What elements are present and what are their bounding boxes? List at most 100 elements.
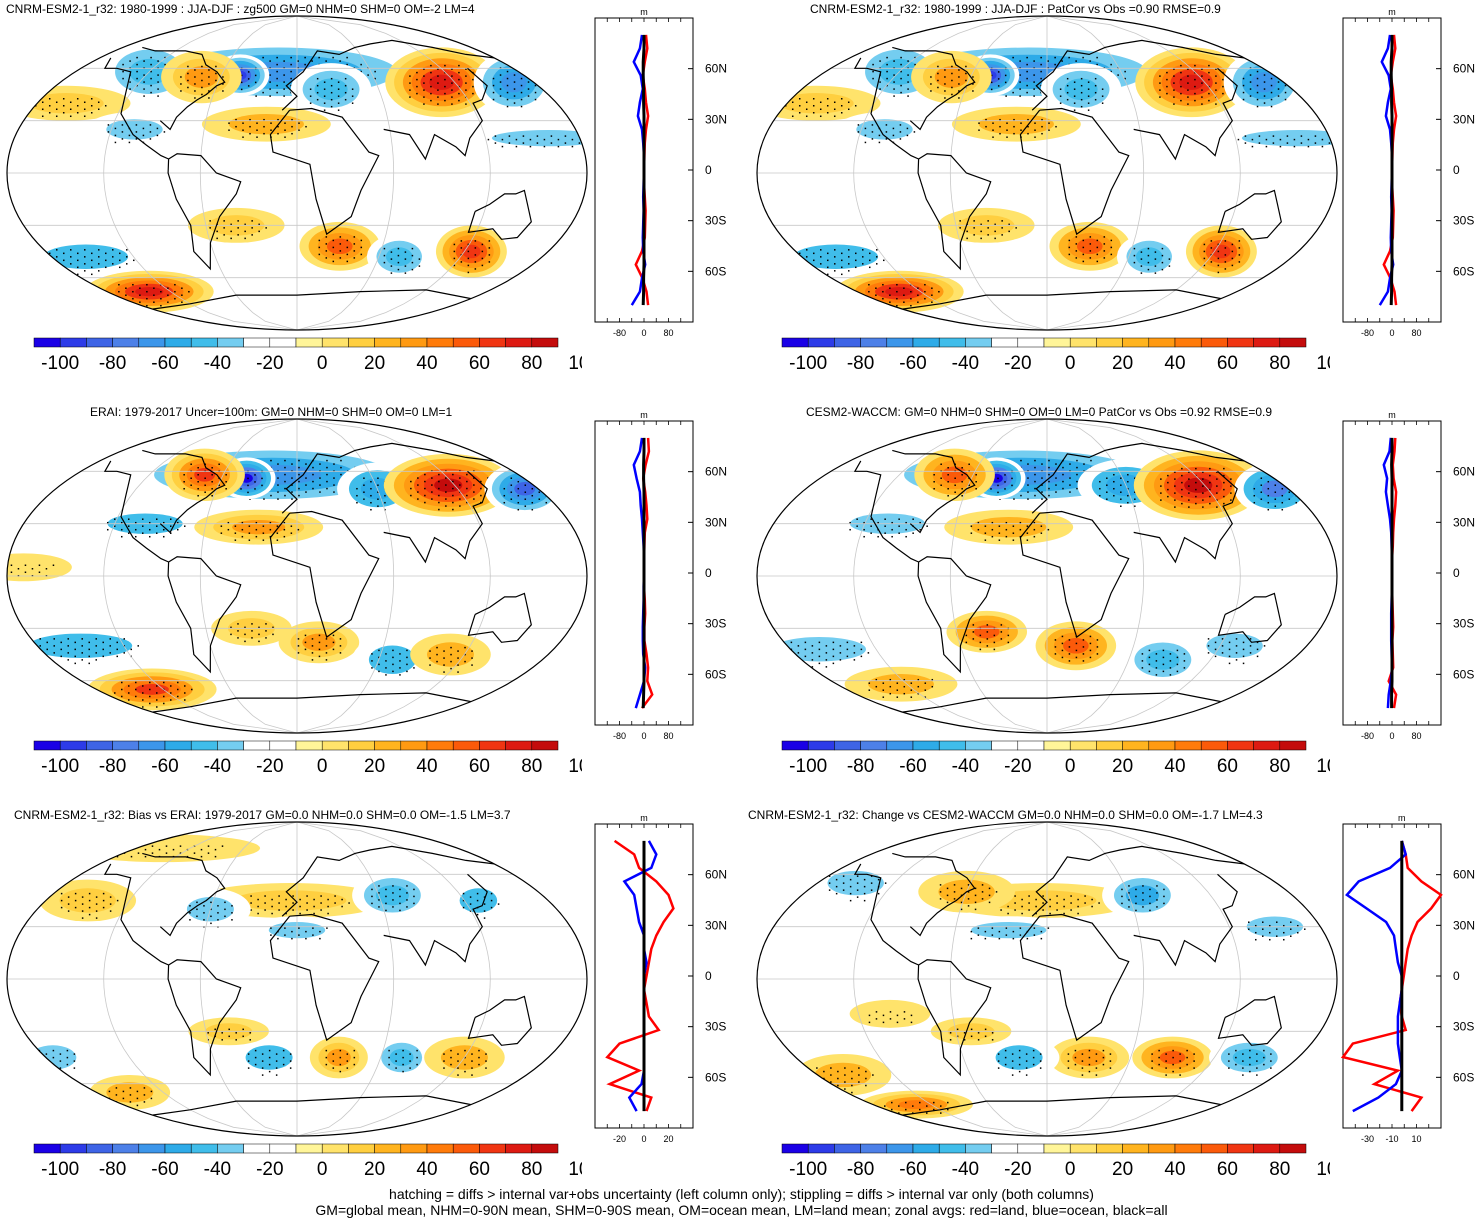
x-tick-label: 0: [641, 328, 646, 338]
panel-bottom-right: CNRM-ESM2-1_r32: Change vs CESM2-WACCM G…: [748, 806, 1483, 1206]
unit-label: m: [640, 813, 648, 823]
colorbar-swatch: [1254, 1144, 1280, 1153]
colorbar-swatch: [60, 338, 86, 347]
robinson-map: [752, 819, 1342, 1139]
colorbar-swatch: [165, 1144, 191, 1153]
colorbar-swatch: [939, 1144, 965, 1153]
colorbar-label: -20: [256, 353, 283, 372]
colorbar-swatch: [965, 741, 991, 750]
colorbar-swatch: [834, 338, 860, 347]
land-mean-line: [607, 841, 673, 1111]
colorbar-swatch: [939, 741, 965, 750]
colorbar-swatch: [139, 338, 165, 347]
lat-label: 30N: [705, 918, 727, 932]
anomaly-contour: [28, 93, 103, 113]
colorbar-label: 80: [521, 353, 542, 372]
anomaly-contour: [1184, 478, 1212, 493]
colorbar-swatch: [532, 338, 558, 347]
anomaly-contour: [390, 1049, 414, 1066]
colorbar-swatch: [375, 338, 401, 347]
colorbar-label: -100: [41, 1159, 79, 1178]
colorbar-label: 40: [1164, 1159, 1185, 1178]
lat-label: 60S: [705, 667, 726, 681]
colorbar-label: 100: [1316, 353, 1330, 372]
colorbar-swatch: [217, 338, 243, 347]
lat-label: 60S: [1453, 264, 1474, 278]
all-mean-line: [1391, 35, 1392, 305]
colorbar-swatch: [296, 741, 322, 750]
anomaly-contour: [1077, 238, 1103, 254]
colorbar-label: -60: [151, 756, 178, 775]
x-tick-label: 10: [1411, 1134, 1421, 1144]
colorbar-label: -20: [256, 1159, 283, 1178]
colorbar-label: -60: [899, 1159, 926, 1178]
colorbar-swatch: [913, 338, 939, 347]
colorbar-swatch: [1044, 741, 1070, 750]
colorbar-swatch: [1018, 1144, 1044, 1153]
colorbar: -100-80-60-40-20020406080100: [770, 1142, 1330, 1178]
lat-label: 60N: [1453, 62, 1475, 76]
panel-bottom-left: CNRM-ESM2-1_r32: Bias vs ERAI: 1979-2017…: [0, 806, 740, 1206]
colorbar-label: -40: [952, 1159, 979, 1178]
colorbar-swatch: [322, 338, 348, 347]
colorbar-swatch: [1070, 741, 1096, 750]
x-tick-label: -80: [1361, 328, 1374, 338]
lat-label: 30N: [1453, 918, 1475, 932]
colorbar-swatch: [1280, 1144, 1306, 1153]
colorbar-swatch: [375, 1144, 401, 1153]
x-tick-label: 80: [1411, 328, 1421, 338]
anomaly-contour: [29, 634, 132, 658]
panel-top-left: CNRM-ESM2-1_r32: 1980-1999 : JJA-DJF : z…: [0, 0, 740, 400]
anomaly-contour: [376, 885, 409, 905]
anomaly-contour: [1212, 245, 1230, 259]
anomaly-contour: [60, 888, 116, 912]
colorbar-swatch: [1044, 338, 1070, 347]
lat-label: 60N: [1453, 868, 1475, 882]
lat-label: 0: [1453, 566, 1460, 580]
colorbar-label: -60: [151, 1159, 178, 1178]
colorbar-swatch: [992, 741, 1018, 750]
panel-mid-left: ERAI: 1979-2017 Uncer=100m: GM=0 NHM=0 S…: [0, 403, 740, 803]
colorbar-label: -100: [789, 353, 827, 372]
panel-mid-right: CESM2-WACCM: GM=0 NHM=0 SHM=0 OM=0 LM=0 …: [748, 403, 1483, 803]
colorbar-swatch: [270, 338, 296, 347]
anomaly-contour: [971, 517, 1046, 537]
colorbar-swatch: [479, 741, 505, 750]
colorbar-swatch: [808, 741, 834, 750]
colorbar-swatch: [453, 338, 479, 347]
colorbar-label: 20: [1112, 756, 1133, 775]
colorbar-swatch: [1175, 741, 1201, 750]
colorbar-swatch: [1201, 1144, 1227, 1153]
colorbar-label: -40: [204, 1159, 231, 1178]
colorbar-swatch: [217, 1144, 243, 1153]
colorbar-swatch: [965, 1144, 991, 1153]
lat-label: 60N: [705, 465, 727, 479]
colorbar-label: -20: [1004, 1159, 1031, 1178]
colorbar-swatch: [1096, 1144, 1122, 1153]
x-tick-label: -80: [1361, 731, 1374, 741]
colorbar-swatch: [913, 1144, 939, 1153]
colorbar-swatch: [113, 1144, 139, 1153]
colorbar-label: 80: [521, 1159, 542, 1178]
colorbar-label: 100: [568, 1159, 582, 1178]
colorbar-label: 20: [364, 1159, 385, 1178]
colorbar-label: -60: [151, 353, 178, 372]
lat-label: 60S: [705, 264, 726, 278]
colorbar-swatch: [506, 338, 532, 347]
colorbar-swatch: [296, 1144, 322, 1153]
x-tick-label: 0: [1389, 328, 1394, 338]
colorbar-label: 40: [416, 353, 437, 372]
colorbar-label: 0: [1065, 1159, 1076, 1178]
panel-top-right: CNRM-ESM2-1_r32: 1980-1999 : JJA-DJF : P…: [748, 0, 1483, 400]
colorbar-label: 0: [1065, 353, 1076, 372]
anomaly-contour: [232, 520, 285, 534]
colorbar-label: 100: [568, 353, 582, 372]
colorbar-label: -80: [847, 1159, 874, 1178]
colorbar-label: 40: [1164, 756, 1185, 775]
colorbar-label: 100: [568, 756, 582, 775]
colorbar-swatch: [1044, 1144, 1070, 1153]
colorbar-swatch: [34, 741, 60, 750]
anomaly-contour: [434, 478, 462, 492]
colorbar-swatch: [992, 338, 1018, 347]
